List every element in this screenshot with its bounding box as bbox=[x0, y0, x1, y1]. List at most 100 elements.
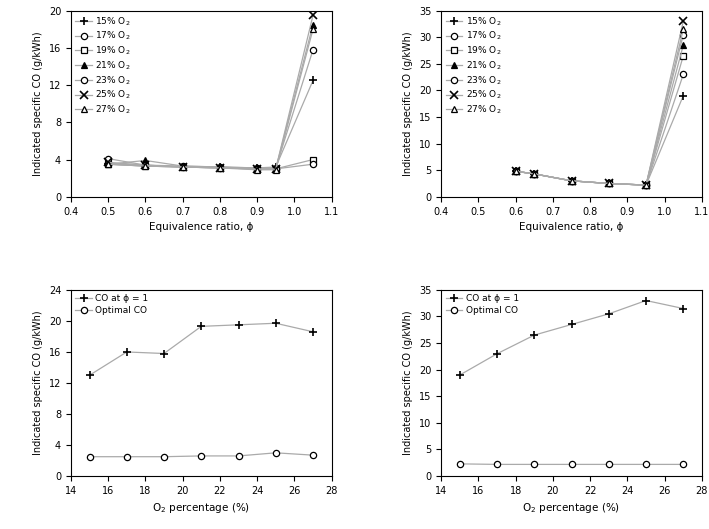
19% O$_2$ bbox=[179, 164, 187, 170]
19% O$_2$ bbox=[679, 52, 688, 59]
21% O$_2$ bbox=[679, 42, 688, 48]
15% O$_2$ bbox=[567, 178, 576, 184]
23% O$_2$ bbox=[642, 182, 650, 188]
27% O$_2$ bbox=[179, 164, 187, 170]
17% O$_2$ bbox=[253, 165, 262, 171]
15% O$_2$ bbox=[179, 164, 187, 170]
23% O$_2$ bbox=[216, 165, 224, 171]
Line: 21% O$_2$: 21% O$_2$ bbox=[105, 21, 316, 172]
25% O$_2$ bbox=[308, 12, 317, 19]
Line: 15% O$_2$: 15% O$_2$ bbox=[104, 76, 317, 172]
15% O$_2$ bbox=[679, 93, 688, 99]
17% O$_2$ bbox=[179, 163, 187, 169]
Y-axis label: Indicated specific CO (g/kWh): Indicated specific CO (g/kWh) bbox=[33, 31, 43, 176]
27% O$_2$ bbox=[679, 26, 688, 32]
Line: Optimal CO: Optimal CO bbox=[86, 450, 316, 460]
25% O$_2$ bbox=[272, 166, 280, 172]
Optimal CO bbox=[234, 453, 242, 459]
25% O$_2$ bbox=[642, 182, 650, 188]
Line: 15% O$_2$: 15% O$_2$ bbox=[511, 92, 688, 189]
19% O$_2$ bbox=[272, 166, 280, 172]
17% O$_2$ bbox=[216, 164, 224, 170]
27% O$_2$ bbox=[141, 163, 150, 169]
19% O$_2$ bbox=[567, 178, 576, 184]
Optimal CO bbox=[308, 452, 317, 458]
Line: Optimal CO: Optimal CO bbox=[457, 461, 686, 468]
19% O$_2$ bbox=[104, 161, 113, 167]
CO at ϕ = 1 bbox=[679, 305, 688, 312]
21% O$_2$ bbox=[179, 163, 187, 169]
Optimal CO bbox=[85, 453, 94, 460]
21% O$_2$ bbox=[567, 178, 576, 184]
15% O$_2$ bbox=[530, 171, 539, 177]
CO at ϕ = 1 bbox=[272, 320, 280, 326]
17% O$_2$ bbox=[605, 180, 613, 187]
27% O$_2$ bbox=[253, 167, 262, 173]
Y-axis label: Indicated specific CO (g/kWh): Indicated specific CO (g/kWh) bbox=[403, 31, 413, 176]
15% O$_2$ bbox=[308, 77, 317, 84]
21% O$_2$ bbox=[605, 180, 613, 187]
17% O$_2$ bbox=[104, 160, 113, 167]
17% O$_2$ bbox=[530, 171, 539, 177]
Optimal CO bbox=[567, 461, 576, 468]
21% O$_2$ bbox=[141, 157, 150, 163]
CO at ϕ = 1 bbox=[123, 349, 131, 355]
23% O$_2$ bbox=[605, 180, 613, 187]
19% O$_2$ bbox=[511, 168, 520, 175]
19% O$_2$ bbox=[216, 165, 224, 171]
23% O$_2$ bbox=[530, 171, 539, 177]
27% O$_2$ bbox=[511, 168, 520, 175]
Line: 27% O$_2$: 27% O$_2$ bbox=[105, 26, 316, 174]
27% O$_2$ bbox=[642, 182, 650, 188]
27% O$_2$ bbox=[530, 171, 539, 177]
X-axis label: O$_2$ percentage (%): O$_2$ percentage (%) bbox=[152, 501, 250, 515]
25% O$_2$ bbox=[253, 166, 262, 172]
25% O$_2$ bbox=[179, 164, 187, 170]
15% O$_2$ bbox=[511, 168, 520, 175]
17% O$_2$ bbox=[642, 182, 650, 188]
X-axis label: Equivalence ratio, ϕ: Equivalence ratio, ϕ bbox=[520, 222, 624, 232]
27% O$_2$ bbox=[605, 180, 613, 187]
19% O$_2$ bbox=[605, 180, 613, 187]
21% O$_2$ bbox=[104, 161, 113, 167]
15% O$_2$ bbox=[141, 163, 150, 169]
25% O$_2$ bbox=[605, 180, 613, 187]
23% O$_2$ bbox=[179, 164, 187, 170]
25% O$_2$ bbox=[104, 159, 113, 166]
23% O$_2$ bbox=[104, 156, 113, 162]
25% O$_2$ bbox=[530, 171, 539, 177]
17% O$_2$ bbox=[567, 178, 576, 184]
CO at ϕ = 1 bbox=[456, 372, 464, 378]
CO at ϕ = 1 bbox=[567, 321, 576, 327]
27% O$_2$ bbox=[272, 167, 280, 173]
23% O$_2$ bbox=[567, 178, 576, 184]
27% O$_2$ bbox=[308, 26, 317, 32]
15% O$_2$ bbox=[272, 164, 280, 170]
Line: 23% O$_2$: 23% O$_2$ bbox=[105, 156, 316, 172]
Line: 21% O$_2$: 21% O$_2$ bbox=[512, 42, 687, 188]
Line: 25% O$_2$: 25% O$_2$ bbox=[511, 17, 688, 189]
25% O$_2$ bbox=[567, 178, 576, 184]
CO at ϕ = 1 bbox=[642, 297, 650, 304]
21% O$_2$ bbox=[253, 166, 262, 172]
17% O$_2$ bbox=[511, 168, 520, 175]
23% O$_2$ bbox=[253, 166, 262, 172]
15% O$_2$ bbox=[253, 165, 262, 171]
Optimal CO bbox=[160, 453, 168, 460]
21% O$_2$ bbox=[642, 182, 650, 188]
Line: 25% O$_2$: 25% O$_2$ bbox=[104, 11, 317, 173]
Optimal CO bbox=[679, 461, 688, 468]
CO at ϕ = 1 bbox=[530, 332, 539, 338]
Optimal CO bbox=[605, 461, 613, 468]
27% O$_2$ bbox=[216, 165, 224, 171]
Legend: CO at ϕ = 1, Optimal CO: CO at ϕ = 1, Optimal CO bbox=[444, 293, 520, 316]
25% O$_2$ bbox=[141, 162, 150, 168]
CO at ϕ = 1 bbox=[493, 351, 501, 357]
Line: 27% O$_2$: 27% O$_2$ bbox=[512, 26, 687, 188]
21% O$_2$ bbox=[216, 164, 224, 170]
23% O$_2$ bbox=[141, 162, 150, 168]
25% O$_2$ bbox=[511, 168, 520, 175]
CO at ϕ = 1 bbox=[160, 350, 168, 357]
Line: 17% O$_2$: 17% O$_2$ bbox=[513, 71, 686, 188]
23% O$_2$ bbox=[308, 161, 317, 167]
